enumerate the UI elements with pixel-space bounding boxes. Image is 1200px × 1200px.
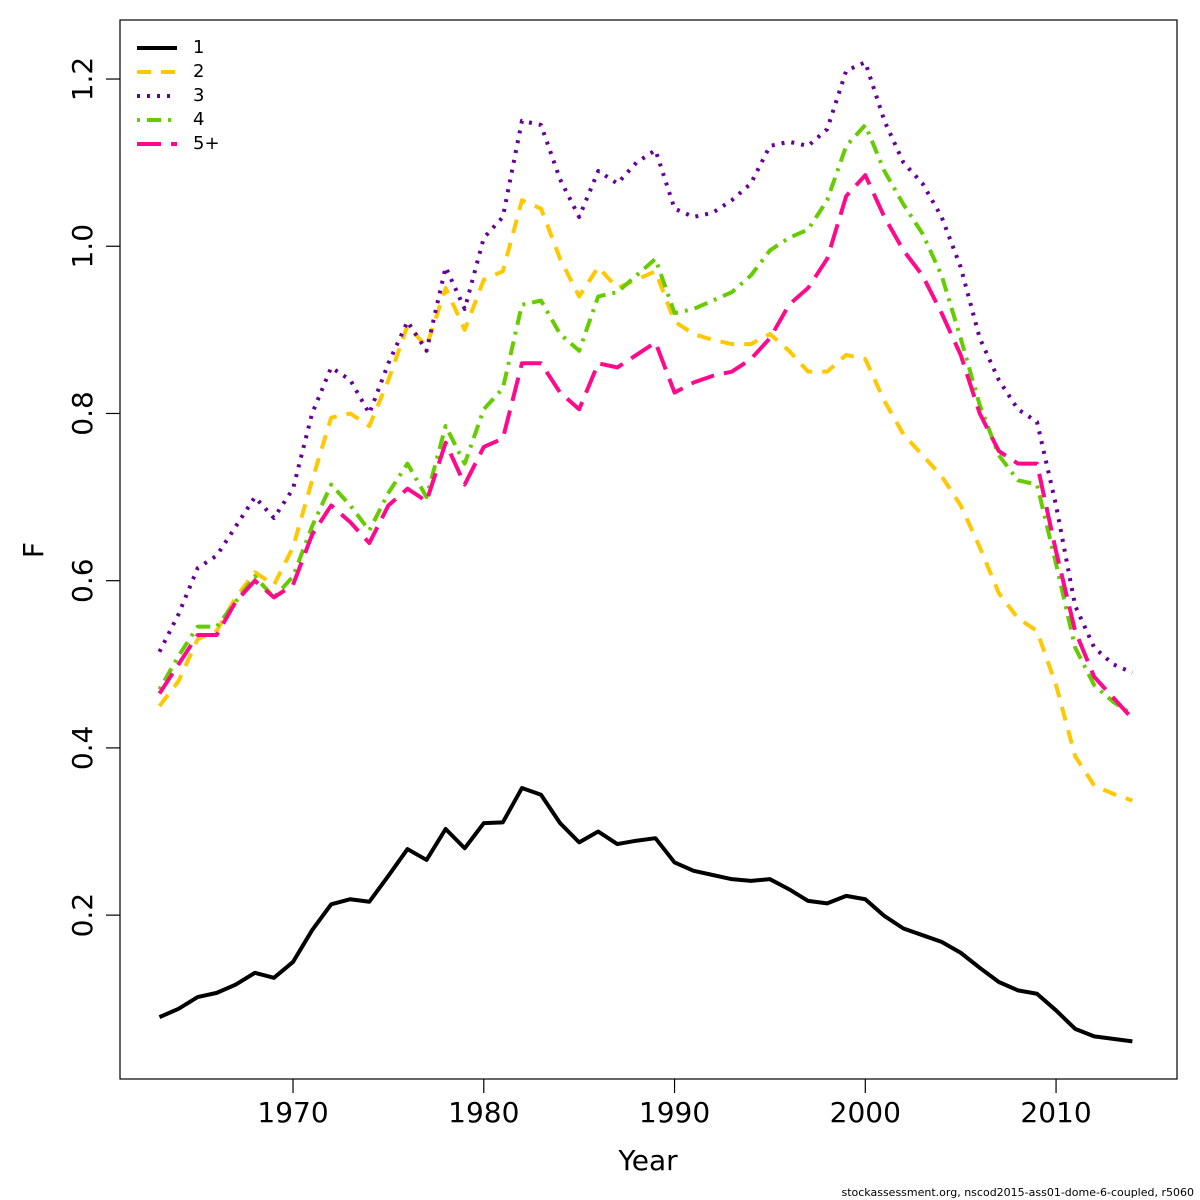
legend-label: 5+ (193, 133, 220, 154)
y-tick-label: 0.2 (66, 893, 99, 938)
y-tick-label: 0.4 (66, 726, 99, 771)
legend-label: 1 (193, 37, 204, 58)
y-tick-label: 1.0 (66, 224, 99, 269)
plot-frame (119, 19, 1178, 1080)
series-line (157, 198, 1134, 803)
legend-label: 4 (193, 109, 204, 130)
legend-label: 3 (193, 85, 204, 106)
series-line (157, 173, 1134, 720)
caption: stockassessment.org, nscod2015-ass01-dom… (841, 1186, 1194, 1199)
y-tick-label: 0.6 (66, 558, 99, 603)
x-tick-label: 2000 (830, 1096, 901, 1129)
series-line (157, 60, 1134, 675)
series-line (158, 786, 1133, 1044)
y-axis-title: F (17, 542, 50, 558)
x-axis-title: Year (617, 1144, 678, 1177)
x-tick-label: 2010 (1020, 1096, 1091, 1129)
y-tick-label: 1.2 (66, 57, 99, 102)
x-tick-label: 1990 (639, 1096, 710, 1129)
x-tick-label: 1970 (257, 1096, 328, 1129)
x-tick-label: 1980 (448, 1096, 519, 1129)
series-line (157, 123, 1134, 717)
y-tick-label: 0.8 (66, 391, 99, 436)
legend-label: 2 (193, 61, 204, 82)
